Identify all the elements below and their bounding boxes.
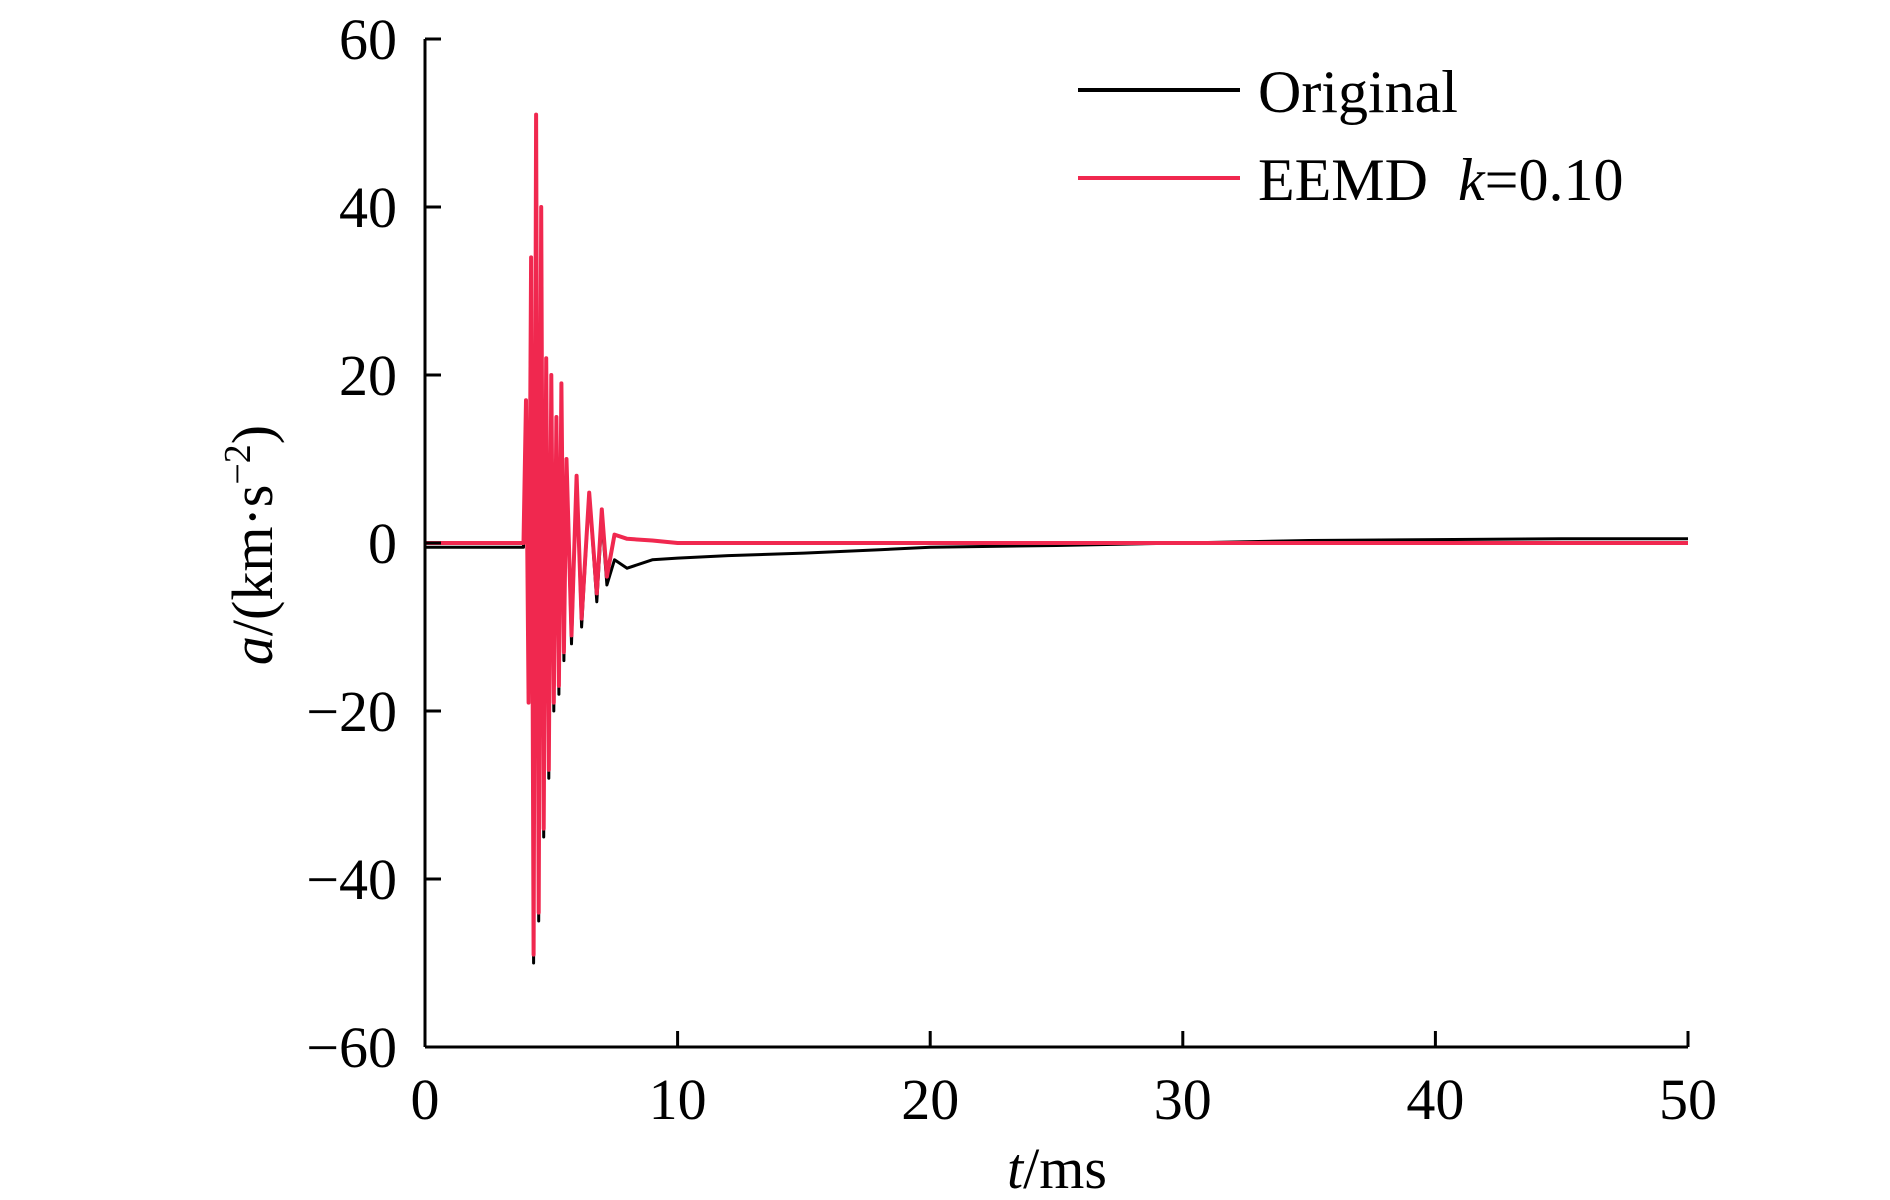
x-ticks: 0 10 20 30 40 50 bbox=[411, 1031, 1717, 1132]
x-tick-label: 40 bbox=[1406, 1067, 1464, 1132]
x-axis-unit: /ms bbox=[1023, 1136, 1107, 1200]
y-tick-label: −40 bbox=[306, 847, 397, 912]
legend-text-eemd: EEMD bbox=[1258, 147, 1428, 213]
y-axis-unit-prefix: /(km·s bbox=[220, 485, 285, 636]
legend-text-original: Original bbox=[1258, 59, 1458, 125]
y-tick-label: 0 bbox=[368, 511, 397, 576]
y-axis-title: a/(km·s−2) bbox=[217, 425, 285, 665]
y-tick-label: 20 bbox=[339, 343, 397, 408]
y-tick-label: 60 bbox=[339, 7, 397, 72]
y-axis-unit-exp: −2 bbox=[217, 444, 259, 484]
series-layer bbox=[424, 112, 1689, 965]
series-eemd bbox=[424, 112, 1689, 957]
x-tick-label: 30 bbox=[1154, 1067, 1212, 1132]
x-tick-label: 0 bbox=[411, 1067, 440, 1132]
y-axis-unit-suffix: ) bbox=[220, 425, 285, 444]
legend-k-eemd: k bbox=[1458, 147, 1486, 213]
y-tick-label: −20 bbox=[306, 679, 397, 744]
x-axis-var: t bbox=[1007, 1136, 1025, 1200]
y-ticks: 60 40 20 0 −20 −40 −60 bbox=[306, 7, 441, 1080]
legend-kvalue-eemd: =0.10 bbox=[1485, 147, 1624, 213]
y-tick-label: 40 bbox=[339, 175, 397, 240]
x-tick-label: 10 bbox=[649, 1067, 707, 1132]
x-axis-title: t/ms bbox=[1007, 1136, 1107, 1200]
legend-label-original: Original bbox=[1258, 59, 1458, 125]
legend-label-eemd: EEMD k=0.10 bbox=[1258, 147, 1623, 213]
series-line bbox=[425, 112, 1688, 957]
y-axis-var: a bbox=[220, 636, 285, 665]
x-tick-label: 50 bbox=[1659, 1067, 1717, 1132]
x-tick-label: 20 bbox=[901, 1067, 959, 1132]
legend-item-original: Original bbox=[1078, 59, 1458, 125]
legend-item-eemd: EEMD k=0.10 bbox=[1078, 147, 1623, 213]
y-tick-label: −60 bbox=[306, 1015, 397, 1080]
legend: Original EEMD k=0.10 bbox=[1078, 59, 1623, 213]
